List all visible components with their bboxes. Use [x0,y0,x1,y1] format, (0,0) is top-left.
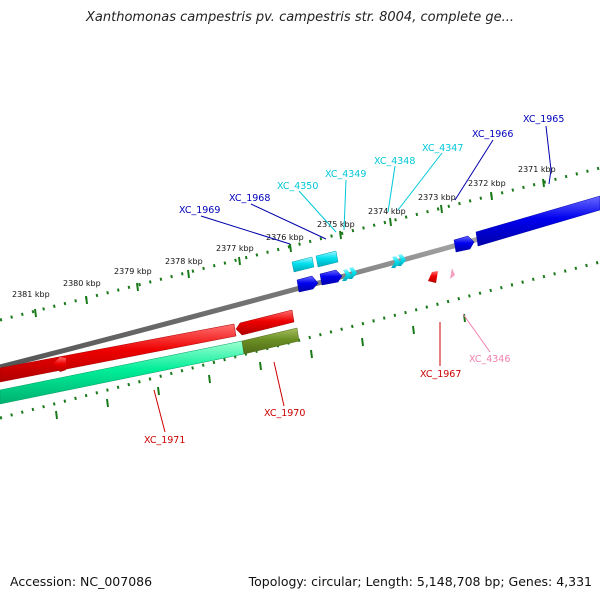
major-ticks [34,178,545,420]
accession-label: Accession: NC_007086 [10,574,153,589]
cds-band-olive [241,327,300,355]
gene-label-xc4349[interactable]: XC_4349 [325,169,366,180]
gene-label-xc4350[interactable]: XC_4350 [277,181,318,192]
gene-label-xc1971[interactable]: XC_1971 [144,435,185,446]
gene-xc4350b[interactable] [315,250,339,268]
gene-xc1965[interactable] [475,195,600,247]
gene-xc4346[interactable] [450,268,455,279]
inner-tick-track [0,260,600,420]
tick-label: 2378 kbp [165,257,203,266]
map-title: Xanthomonas campestris pv. campestris st… [86,10,514,25]
gene-label-xc1965[interactable]: XC_1965 [523,114,564,125]
tick-label: 2377 kbp [216,244,254,253]
tick-label: 2381 kbp [12,290,50,299]
gene-label-xc4348[interactable]: XC_4348 [374,156,415,167]
tick-label: 2372 kbp [468,179,506,188]
gene-label-xc4347[interactable]: XC_4347 [422,143,463,154]
gene-xc1968[interactable] [319,269,343,286]
tick-label: 2376 kbp [266,233,304,242]
gene-label-xc1969[interactable]: XC_1969 [179,205,220,216]
tick-label: 2380 kbp [63,279,101,288]
gene-xc1971-arrow [54,357,66,372]
genome-stats: Topology: circular; Length: 5,148,708 bp… [248,574,592,589]
gene-xc4349[interactable] [348,267,357,279]
gene-label-xc1968[interactable]: XC_1968 [229,193,270,204]
gene-xc1967[interactable] [428,271,438,283]
gene-xc4349b[interactable] [342,269,351,281]
reverse-genes [0,268,455,405]
gene-label-xc1970[interactable]: XC_1970 [264,408,305,419]
gene-xc1969[interactable] [296,275,319,293]
tick-label: 2374 kbp [368,207,406,216]
gene-label-xc1967[interactable]: XC_1967 [420,369,461,380]
gene-xc1966[interactable] [453,235,475,253]
tick-label: 2375 kbp [317,220,355,229]
tick-label: 2373 kbp [418,193,456,202]
forward-genes [291,195,600,293]
outer-tick-track [0,166,600,322]
gene-labels: XC_1965 XC_1966 XC_4347 XC_4348 XC_4349 … [144,114,564,446]
gene-label-xc1966[interactable]: XC_1966 [472,129,513,140]
gene-xc1970[interactable] [235,309,295,336]
gene-xc4350[interactable] [291,256,315,273]
leader-lines [153,125,552,433]
tick-labels: 2371 kbp 2372 kbp 2373 kbp 2374 kbp 2375… [12,165,556,299]
tick-label: 2371 kbp [518,165,556,174]
gene-xc4347[interactable] [397,254,406,266]
gene-label-xc4346[interactable]: XC_4346 [469,354,510,365]
tick-label: 2379 kbp [114,267,152,276]
gene-xc4348[interactable] [391,256,400,268]
